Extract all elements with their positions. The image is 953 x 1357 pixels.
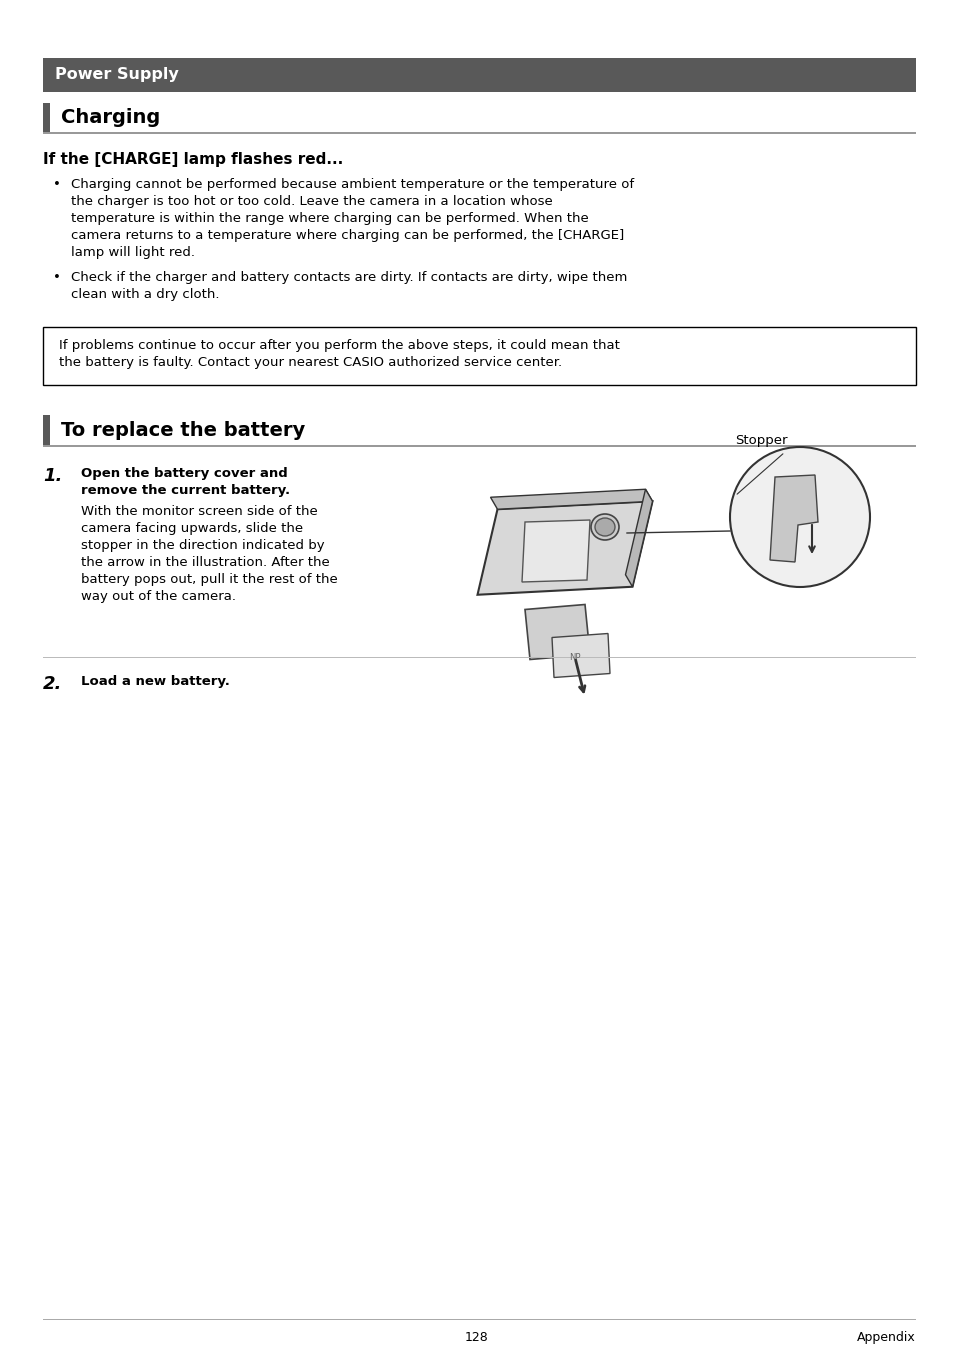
Text: Charging cannot be performed because ambient temperature or the temperature of: Charging cannot be performed because amb… <box>71 178 634 191</box>
Bar <box>43 103 50 132</box>
Bar <box>43 327 915 385</box>
Text: the arrow in the illustration. After the: the arrow in the illustration. After the <box>81 556 330 569</box>
Ellipse shape <box>595 518 615 536</box>
Ellipse shape <box>590 514 618 540</box>
Text: Load a new battery.: Load a new battery. <box>81 674 230 688</box>
Text: Appendix: Appendix <box>857 1331 915 1343</box>
Polygon shape <box>521 520 589 582</box>
Circle shape <box>729 446 869 588</box>
Text: clean with a dry cloth.: clean with a dry cloth. <box>71 288 219 301</box>
Text: NP: NP <box>569 653 580 662</box>
Text: If problems continue to occur after you perform the above steps, it could mean t: If problems continue to occur after you … <box>59 339 619 351</box>
Text: If the [CHARGE] lamp flashes red...: If the [CHARGE] lamp flashes red... <box>43 152 343 167</box>
Text: way out of the camera.: way out of the camera. <box>81 590 235 603</box>
Text: With the monitor screen side of the: With the monitor screen side of the <box>81 505 317 518</box>
Text: 128: 128 <box>465 1331 488 1343</box>
Text: the charger is too hot or too cold. Leave the camera in a location whose: the charger is too hot or too cold. Leav… <box>71 195 552 208</box>
Polygon shape <box>524 604 589 660</box>
Polygon shape <box>477 501 652 594</box>
Polygon shape <box>625 490 652 586</box>
Text: temperature is within the range where charging can be performed. When the: temperature is within the range where ch… <box>71 212 588 225</box>
Text: •: • <box>53 271 61 284</box>
Text: remove the current battery.: remove the current battery. <box>81 484 290 497</box>
Text: Stopper: Stopper <box>734 434 786 446</box>
Text: 2.: 2. <box>43 674 62 693</box>
Text: camera facing upwards, slide the: camera facing upwards, slide the <box>81 522 303 535</box>
Polygon shape <box>490 490 652 509</box>
Polygon shape <box>552 634 609 677</box>
Bar <box>43 58 915 92</box>
Text: To replace the battery: To replace the battery <box>61 421 305 440</box>
Bar <box>43 445 915 446</box>
Polygon shape <box>769 475 817 562</box>
Text: Open the battery cover and: Open the battery cover and <box>81 467 288 480</box>
Text: Power Supply: Power Supply <box>55 68 178 83</box>
Text: the battery is faulty. Contact your nearest CASIO authorized service center.: the battery is faulty. Contact your near… <box>59 356 561 369</box>
Text: 1.: 1. <box>43 467 62 484</box>
Text: camera returns to a temperature where charging can be performed, the [CHARGE]: camera returns to a temperature where ch… <box>71 229 623 242</box>
Text: Check if the charger and battery contacts are dirty. If contacts are dirty, wipe: Check if the charger and battery contact… <box>71 271 627 284</box>
Text: Charging: Charging <box>61 109 160 128</box>
Text: lamp will light red.: lamp will light red. <box>71 246 194 259</box>
Bar <box>43 415 50 445</box>
Text: stopper in the direction indicated by: stopper in the direction indicated by <box>81 539 324 552</box>
Text: •: • <box>53 178 61 191</box>
Bar <box>43 132 915 134</box>
Text: battery pops out, pull it the rest of the: battery pops out, pull it the rest of th… <box>81 573 337 586</box>
